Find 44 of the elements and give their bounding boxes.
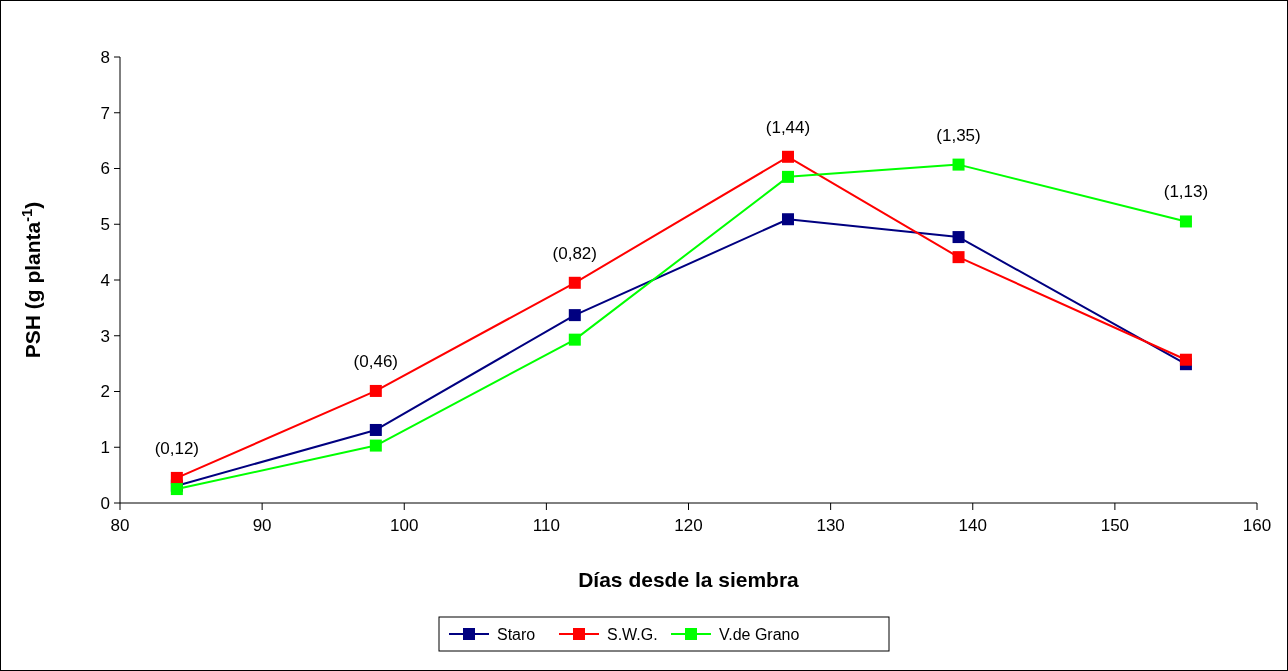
x-tick-label: 110 <box>532 516 560 535</box>
y-tick-label: 6 <box>100 159 110 179</box>
y-tick-label: 8 <box>100 47 110 67</box>
x-tick-label: 120 <box>674 516 703 535</box>
y-tick-label: 4 <box>100 270 110 290</box>
annotation: (1,44) <box>765 117 811 137</box>
x-tick-label: 80 <box>110 516 130 535</box>
legend-label: V.de Grano <box>719 625 800 643</box>
x-tick-label: 90 <box>252 516 272 535</box>
x-tick-label: 140 <box>958 516 987 535</box>
point <box>568 276 581 289</box>
point <box>952 231 965 244</box>
x-tick-label: 160 <box>1242 516 1272 535</box>
point <box>369 384 382 397</box>
point <box>781 150 794 163</box>
point <box>781 170 794 183</box>
point <box>952 158 965 171</box>
x-tick-label: 150 <box>1100 516 1130 535</box>
x-tick-label: 100 <box>390 516 419 535</box>
x-tick-label: 130 <box>816 516 845 535</box>
point <box>568 309 581 322</box>
point <box>952 251 965 264</box>
point <box>170 483 183 496</box>
point <box>781 213 794 226</box>
y-tick-label: 2 <box>100 382 110 402</box>
y-tick-label: 3 <box>100 326 110 346</box>
annotation: (1,13) <box>1163 182 1209 202</box>
point <box>1179 353 1192 366</box>
point <box>1179 215 1192 228</box>
annotation: (0,46) <box>353 351 399 371</box>
legend-label: Staro <box>497 625 536 643</box>
y-tick-label: 1 <box>100 438 110 458</box>
annotation: (0,12) <box>154 438 200 458</box>
y-tick-label: 5 <box>100 215 110 235</box>
point <box>568 333 581 346</box>
point <box>369 439 382 452</box>
y-tick-label: 7 <box>100 103 110 123</box>
x-axis-title: Días desde la siembra <box>578 568 800 591</box>
point <box>369 423 382 436</box>
y-tick-label: 0 <box>100 493 110 513</box>
annotation: (1,35) <box>936 125 981 145</box>
annotation: (0,82) <box>552 243 598 263</box>
legend-label: S.W.G. <box>607 625 658 643</box>
point <box>170 471 183 484</box>
